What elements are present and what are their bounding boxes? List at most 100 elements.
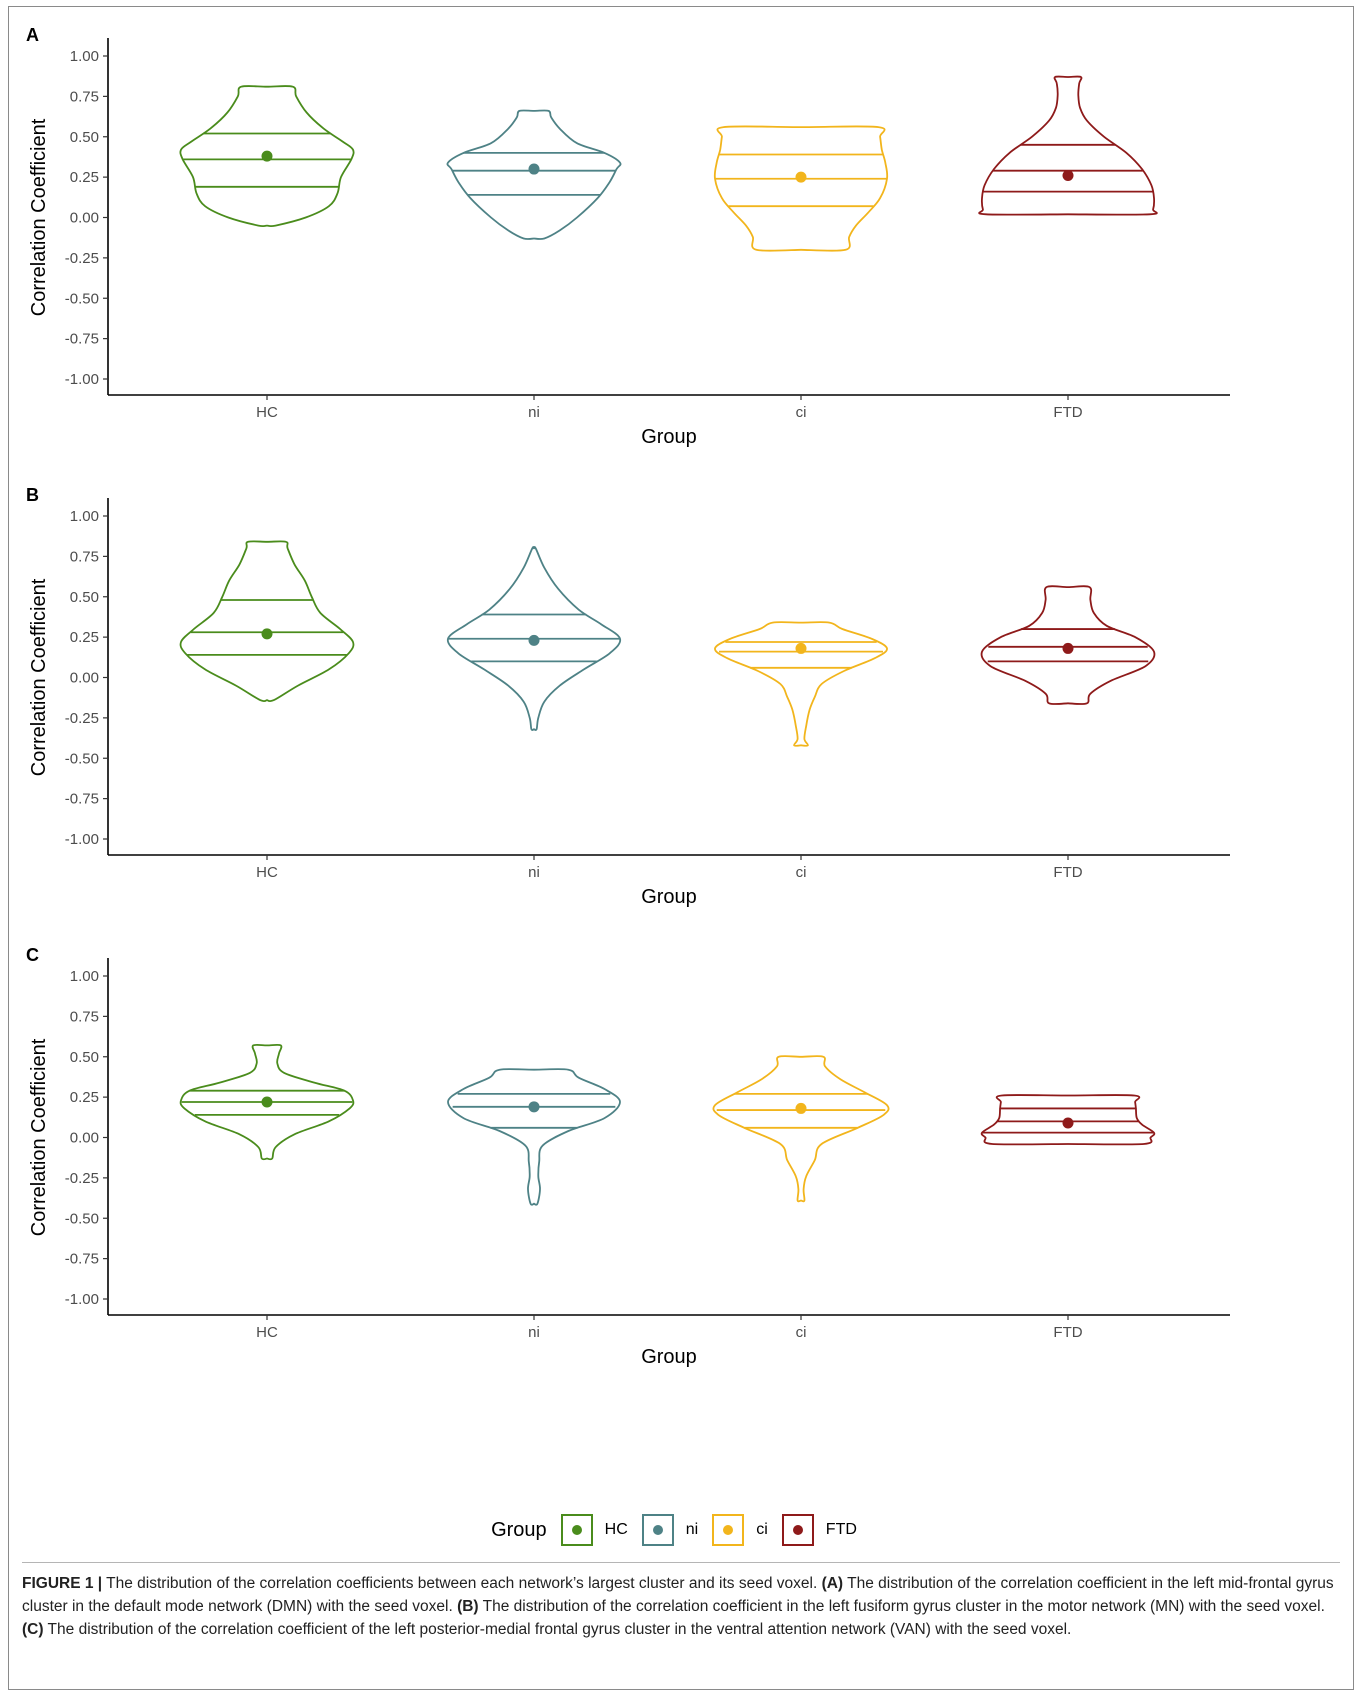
legend-key [641, 1514, 674, 1546]
violin-outline [446, 545, 622, 731]
y-tick-label: 0.00 [70, 670, 99, 687]
violin-chart-a: A 1.00 0.75 0.50 0.25 0.00 -0.25 -0.50 -0.75 -1.0… [26, 25, 1230, 448]
x-axis-title: Group [641, 1346, 697, 1368]
violin-ftd [980, 585, 1156, 705]
caption-panel-ref: (A) [821, 1575, 844, 1592]
violin-mean-point [1062, 1117, 1074, 1129]
x-tick-label: ci [796, 1324, 807, 1341]
y-tick-label: -1.00 [65, 371, 99, 388]
legend-label: ni [685, 1521, 699, 1538]
violin-outline [978, 75, 1158, 216]
x-axis-title: Group [641, 426, 697, 448]
y-tick-label: 0.50 [70, 1049, 99, 1066]
y-tick-label: -1.00 [65, 1291, 99, 1308]
y-tick-label: 1.00 [70, 48, 99, 65]
x-tick-label: HC [256, 864, 278, 881]
panel-a: A 1.00 0.75 0.50 0.25 0.00 -0.25 -0.50 -0.75 -1.0… [0, 15, 1362, 515]
y-tick-label: 0.25 [70, 169, 99, 186]
violin-outline [714, 621, 888, 747]
legend-label: ci [756, 1521, 768, 1538]
violin-outline [179, 1043, 355, 1161]
panel-letter: C [26, 945, 39, 965]
y-axis-title: Correlation Coefficient [28, 578, 50, 776]
y-tick-label: 0.75 [70, 1008, 99, 1025]
y-tick-label: 1.00 [70, 508, 99, 525]
y-tick-label: 0.50 [70, 589, 99, 606]
violin-outline [980, 585, 1156, 705]
y-tick-label: -0.25 [65, 710, 99, 727]
x-tick-label: ni [528, 404, 540, 421]
panel-letter: B [26, 485, 39, 505]
violin-hc [179, 85, 355, 228]
legend-item-ci: ci [712, 1514, 768, 1546]
violin-outline [713, 125, 889, 252]
violin-ni [446, 109, 622, 240]
caption-divider [22, 1562, 1340, 1563]
violin-mean-point [795, 642, 807, 654]
panel-b: B 1.00 0.75 0.50 0.25 0.00 -0.25 -0.50 -0.75 -1.0… [0, 475, 1362, 975]
y-tick-label: -0.25 [65, 250, 99, 267]
y-tick-label: -0.50 [65, 750, 99, 767]
y-tick-label: -0.50 [65, 1210, 99, 1227]
violin-hc [179, 1043, 355, 1161]
y-tick-label: 0.50 [70, 129, 99, 146]
y-tick-label: 0.75 [70, 88, 99, 105]
violin-outline [446, 109, 622, 240]
legend-dot-icon [723, 1525, 734, 1535]
violin-hc [179, 540, 355, 703]
y-tick-label: 0.25 [70, 629, 99, 646]
caption-text: The distribution of the correlation coef… [478, 1598, 1325, 1615]
x-tick-label: ci [796, 864, 807, 881]
caption-text: The distribution of the correlation coef… [22, 1575, 1334, 1615]
caption-text: The distribution of the correlation coef… [43, 1621, 1072, 1638]
legend-key [560, 1514, 593, 1546]
legend-dot-icon [571, 1525, 582, 1535]
legend-item-ni: ni [641, 1514, 699, 1546]
caption-panel-ref: (B) [457, 1598, 479, 1615]
y-tick-label: 1.00 [70, 968, 99, 985]
violin-mean-point [261, 150, 273, 162]
legend-dot-icon [792, 1525, 803, 1535]
x-tick-label: HC [256, 404, 278, 421]
legend-key [712, 1514, 745, 1546]
y-tick-label: 0.75 [70, 548, 99, 565]
violin-ftd [980, 1094, 1156, 1146]
violin-mean-point [261, 1096, 273, 1108]
legend-item-hc: HC [560, 1514, 628, 1546]
x-axis-title: Group [641, 886, 697, 908]
violin-mean-point [528, 634, 540, 646]
violin-outline [179, 540, 355, 703]
legend-dot-icon [652, 1525, 663, 1535]
violin-chart-c: C 1.00 0.75 0.50 0.25 0.00 -0.25 -0.50 -0.75 -1.0… [26, 945, 1230, 1368]
x-tick-label: HC [256, 1324, 278, 1341]
figure-caption: FIGURE 1 | The distribution of the corre… [22, 1572, 1340, 1641]
violin-mean-point [795, 1102, 807, 1114]
y-tick-label: 0.00 [70, 210, 99, 227]
figure-frame [8, 6, 1354, 1690]
x-tick-label: ni [528, 864, 540, 881]
panel-letter: A [26, 25, 39, 45]
violin-mean-point [261, 628, 273, 640]
legend-label: HC [604, 1521, 628, 1538]
violin-ni [447, 1068, 621, 1206]
y-tick-label: 0.25 [70, 1089, 99, 1106]
violin-mean-point [1062, 170, 1074, 182]
figure-label: FIGURE 1 | [22, 1575, 103, 1592]
caption-panel-ref: (C) [22, 1621, 44, 1638]
violin-outline [179, 85, 355, 228]
legend-key [781, 1514, 814, 1546]
caption-text: The distribution of the correlation coef… [106, 1575, 822, 1592]
violin-ftd [978, 75, 1158, 216]
y-tick-label: -0.75 [65, 1251, 99, 1268]
y-axis-title: Correlation Coefficient [28, 118, 50, 316]
y-tick-label: 0.00 [70, 1130, 99, 1147]
x-tick-label: FTD [1053, 864, 1082, 881]
x-tick-label: ci [796, 404, 807, 421]
legend: Group HC ni ci FTD [0, 1510, 1362, 1550]
violin-mean-point [528, 163, 540, 175]
violin-ni [446, 545, 622, 731]
violin-mean-point [1062, 642, 1074, 654]
y-tick-label: -0.25 [65, 1170, 99, 1187]
y-tick-label: -0.75 [65, 331, 99, 348]
legend-label: FTD [825, 1521, 857, 1538]
